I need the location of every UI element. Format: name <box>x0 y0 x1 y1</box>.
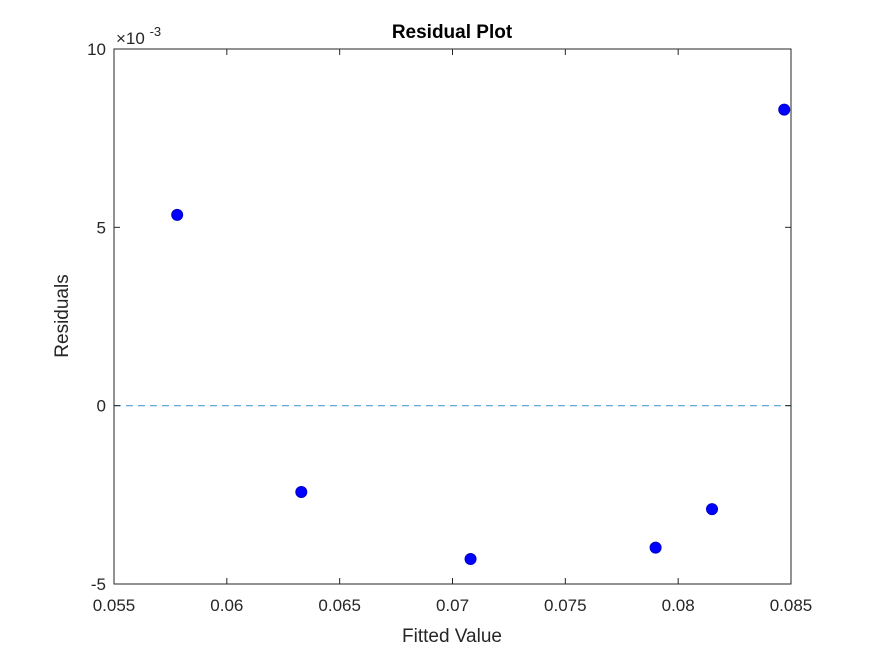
data-point-1 <box>171 208 184 221</box>
x-axis-title: Fitted Value <box>402 626 502 647</box>
chart-title: Residual Plot <box>392 22 513 43</box>
data-point-4 <box>649 541 662 554</box>
x-tick-label: 0.075 <box>544 596 587 615</box>
data-point-6 <box>778 103 791 116</box>
y-tick-label: -5 <box>91 575 106 594</box>
x-tick-label: 0.06 <box>210 596 243 615</box>
y-tick-label: 5 <box>97 218 106 237</box>
y-tick-label: 0 <box>97 397 106 416</box>
data-point-3 <box>464 553 477 566</box>
data-point-5 <box>706 503 719 516</box>
y-axis-exponent-power: -3 <box>150 24 162 39</box>
x-tick-label: 0.055 <box>93 596 136 615</box>
y-axis-exponent: ×10 -3 <box>116 24 161 48</box>
data-point-2 <box>295 485 308 498</box>
y-tick-label: 10 <box>87 40 106 59</box>
marks-layer <box>114 103 791 566</box>
x-tick-label: 0.07 <box>436 596 469 615</box>
x-tick-label: 0.085 <box>770 596 813 615</box>
y-axis-exponent-base: ×10 <box>116 29 145 48</box>
plot-area-border <box>113 48 792 585</box>
ticks-layer: 0.055 0.06 0.065 0.07 0.075 0.08 0.085 -5 0 5 10 <box>87 40 812 615</box>
y-axis-title: Residuals <box>52 274 73 357</box>
x-tick-label: 0.08 <box>662 596 695 615</box>
x-tick-label: 0.065 <box>318 596 361 615</box>
plot-area-background <box>114 49 791 584</box>
